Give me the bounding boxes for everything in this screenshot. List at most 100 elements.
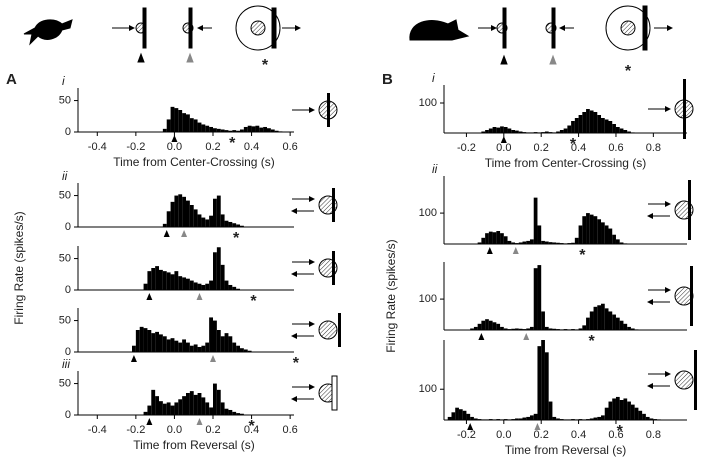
histogram-bar: [170, 274, 175, 290]
marker-black: [146, 418, 153, 425]
y-tick-label: 100: [419, 383, 437, 395]
x-tick-label: -0.4: [88, 424, 107, 436]
histogram-bar: [477, 323, 482, 330]
y-tick-label: 100: [419, 97, 437, 109]
histogram-bar: [220, 129, 225, 132]
marker-black: [467, 423, 474, 430]
histogram-bar: [220, 402, 225, 415]
histogram-bar: [170, 106, 175, 132]
icon-bar: [694, 350, 697, 410]
x-tick-label: 0.6: [282, 424, 297, 436]
histogram-bar: [541, 240, 545, 244]
histogram-bar: [205, 342, 210, 352]
histogram-bar: [601, 118, 605, 133]
histogram-bar: [522, 417, 527, 420]
y-axis-label: Firing Rate (spikes/s): [12, 211, 26, 324]
histogram-bar: [197, 122, 202, 132]
histogram-bar: [507, 240, 512, 244]
histogram-bar: [205, 219, 210, 227]
histogram-bar: [582, 216, 587, 244]
x-tick-label: 0.6: [282, 141, 297, 153]
histogram-bar: [612, 234, 616, 244]
x-axis-label: Time from Center-Crossing (s): [113, 155, 275, 169]
histogram-bar: [147, 405, 152, 415]
histogram-bar: [619, 320, 624, 330]
histogram-bar: [155, 396, 159, 415]
x-tick-label: 0.0: [167, 424, 182, 436]
histogram-bar: [263, 126, 267, 132]
histogram-bar: [201, 397, 206, 415]
histogram-bar: [485, 130, 489, 133]
histogram-bar: [159, 401, 163, 415]
histogram-bar: [182, 277, 186, 290]
histogram-bar: [627, 326, 631, 330]
histogram-bar: [151, 333, 156, 352]
histogram-bar: [608, 228, 613, 244]
x-tick-label: 0.8: [646, 429, 661, 441]
histogram-bar: [511, 130, 516, 133]
histogram-bar: [139, 326, 144, 352]
histogram-bar: [240, 348, 244, 352]
histogram-bar: [193, 394, 198, 415]
histogram-bar: [197, 393, 202, 415]
histogram-bar: [537, 265, 542, 330]
histogram-bar: [481, 237, 486, 244]
histogram-bar: [492, 322, 497, 330]
histogram-bar: [186, 278, 190, 290]
histogram-bar: [162, 336, 167, 352]
histogram-bar: [209, 317, 213, 352]
x-axis-label: Time from Center-Crossing (s): [485, 156, 647, 170]
histogram-bar: [627, 131, 631, 133]
x-tick-label: 0.2: [534, 429, 549, 441]
y-tick-label: 100: [419, 207, 437, 219]
histogram-bar: [209, 215, 213, 227]
histogram-bar: [604, 308, 609, 330]
histogram-bar: [447, 416, 452, 420]
histogram-bar: [615, 239, 620, 244]
histogram-bar: [601, 415, 605, 420]
histogram-bar: [228, 284, 233, 290]
histogram-bar: [182, 113, 186, 132]
histogram-bar: [166, 402, 171, 415]
histogram-bar: [216, 389, 221, 415]
y-tick-label: 50: [59, 377, 71, 389]
histogram-bar: [485, 319, 489, 330]
histogram-bar: [209, 407, 213, 415]
histogram-bar: [216, 195, 221, 227]
marker-star: *: [229, 135, 236, 152]
marker-star: *: [233, 230, 240, 247]
histogram-bar: [526, 328, 530, 330]
histogram-bar: [143, 411, 148, 415]
histogram-bar: [193, 209, 198, 227]
histogram-bar: [589, 311, 594, 330]
histogram-bar: [526, 416, 530, 420]
histogram-bar: [151, 268, 156, 290]
x-tick-label: 0.4: [244, 141, 259, 153]
histogram-bar: [593, 112, 598, 133]
icon-stimulus: [318, 320, 338, 340]
histogram-bar: [186, 114, 190, 132]
marker-black: [163, 230, 170, 237]
histogram-bar: [170, 405, 175, 415]
histogram-bar: [228, 221, 233, 227]
histogram-bar: [537, 225, 542, 244]
histogram-bar: [619, 242, 624, 244]
histogram-bar: [630, 328, 635, 330]
histogram-bar: [243, 126, 248, 132]
icon-bar: [331, 375, 338, 411]
icon-bar: [690, 266, 693, 326]
marker-star: *: [570, 136, 577, 153]
histogram-bar: [174, 271, 179, 290]
histogram-bar: [503, 328, 508, 330]
histogram-bar: [166, 211, 171, 227]
histogram-bar: [267, 128, 271, 132]
marker-gray: [196, 418, 203, 425]
histogram-bar: [205, 402, 210, 415]
histogram-bar: [518, 418, 523, 420]
histogram-bar: [178, 110, 183, 132]
histogram-bar: [189, 280, 194, 290]
histogram-bar: [485, 233, 489, 244]
histogram-bar: [174, 195, 179, 227]
histogram-bar: [232, 411, 237, 415]
